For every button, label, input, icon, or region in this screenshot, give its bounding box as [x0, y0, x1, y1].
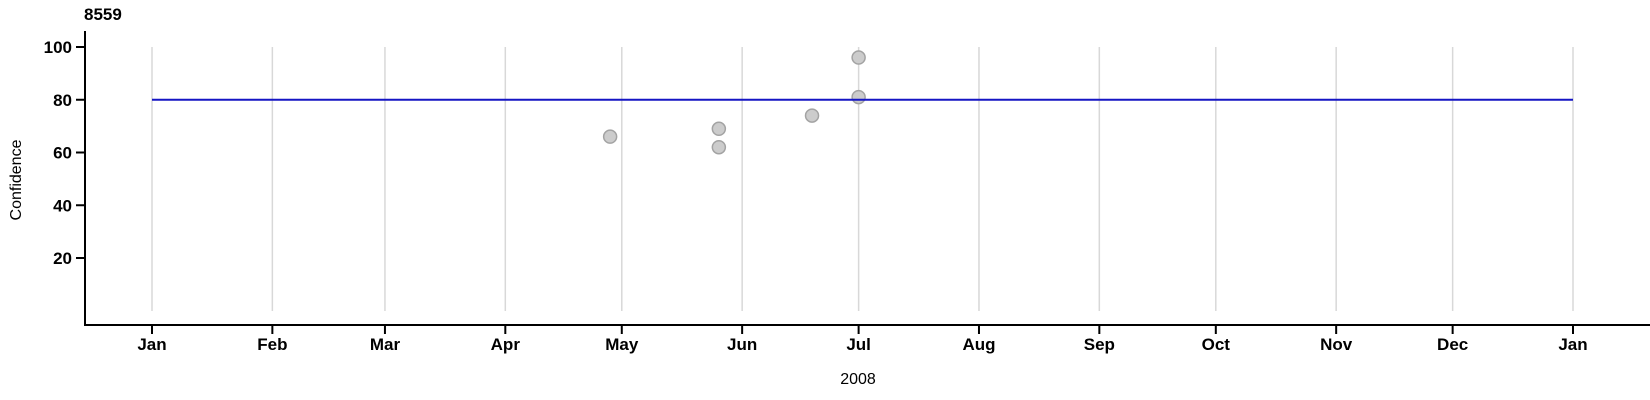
x-tick-label: Nov: [1320, 335, 1353, 354]
data-point: [851, 50, 866, 65]
x-tick-label: Jan: [1558, 335, 1587, 354]
x-tick-label: Feb: [257, 335, 287, 354]
data-point: [804, 108, 820, 123]
x-tick-label: Jun: [727, 335, 757, 354]
x-tick-label: Jan: [137, 335, 166, 354]
data-point: [711, 121, 727, 137]
data-point: [851, 89, 866, 105]
y-axis-title: Confidence: [8, 139, 25, 221]
data-point: [711, 139, 727, 155]
y-tick-label: 20: [53, 249, 72, 268]
y-tick-label: 80: [53, 91, 72, 110]
y-tick-label: 100: [44, 38, 72, 57]
y-tick-label: 40: [53, 196, 72, 215]
chart-title: 8559: [84, 5, 122, 24]
x-tick-label: Oct: [1202, 335, 1231, 354]
x-tick-label: Sep: [1084, 335, 1115, 354]
x-axis-title: 2008: [840, 371, 876, 388]
data-point: [602, 129, 618, 144]
x-tick-label: May: [605, 335, 639, 354]
x-tick-label: Aug: [962, 335, 995, 354]
x-tick-label: Apr: [491, 335, 521, 354]
y-tick-label: 60: [53, 144, 72, 163]
x-tick-label: Mar: [370, 335, 401, 354]
x-tick-label: Jul: [846, 335, 871, 354]
x-tick-label: Dec: [1437, 335, 1468, 354]
